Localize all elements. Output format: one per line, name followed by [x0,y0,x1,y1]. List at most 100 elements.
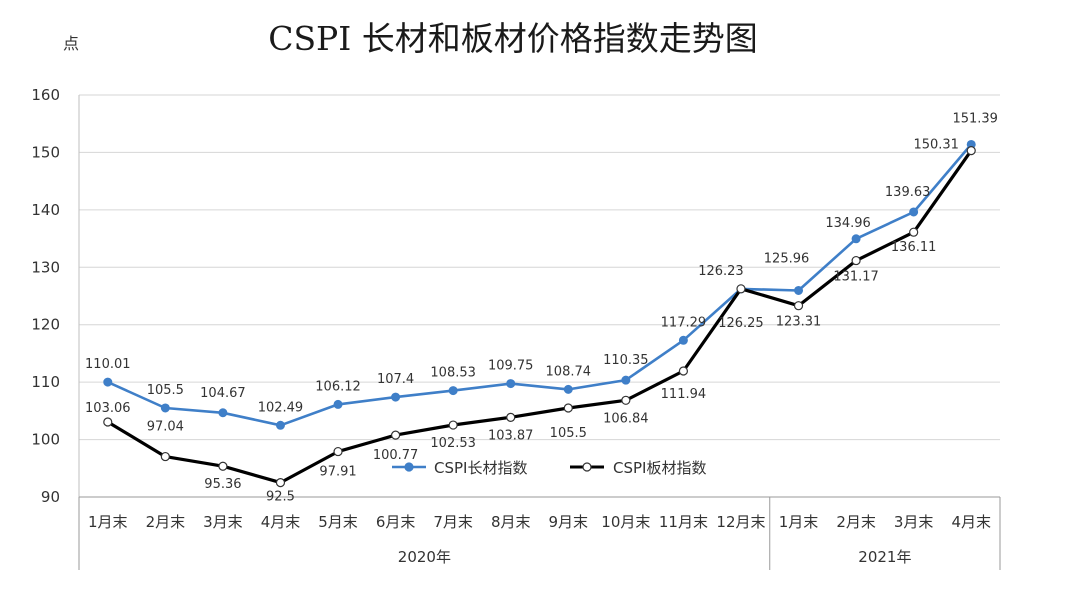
legend-label: CSPI长材指数 [434,459,527,477]
series-line-1 [106,149,973,485]
series-point-0 [678,335,688,345]
data-label: 150.31 [913,138,959,153]
x-tick-label: 2月末 [146,513,186,531]
data-label: 106.84 [603,411,649,426]
series-point-1 [160,451,170,462]
x-tick-label: 1月末 [88,513,128,531]
series-point-1 [506,412,516,422]
x-tick-label: 11月末 [659,513,708,531]
series-line-0 [107,143,973,427]
series-point-1 [390,430,401,440]
x-tick-label: 3月末 [203,513,243,531]
y-tick-label: 110 [31,373,60,391]
x-tick-label: 4月末 [951,513,991,531]
data-label: 103.06 [85,401,131,416]
chart-title: CSPI 长材和板材价格指数走势图 [268,19,758,58]
data-label: 151.39 [952,111,998,126]
data-label: 110.01 [85,357,131,372]
x-tick-label: 4月末 [261,513,301,531]
y-tick-label: 150 [31,143,60,161]
y-tick-label: 140 [31,201,60,219]
year-group-label: 2021年 [858,548,911,566]
data-label: 105.5 [550,426,587,441]
y-tick-label: 100 [31,431,60,449]
y-tick-label: 120 [31,316,60,334]
data-label: 97.91 [319,465,356,480]
series-point-0 [160,403,170,413]
y-axis-unit-label: 点 [63,34,79,53]
series-point-0 [909,207,919,217]
data-label: 102.53 [430,436,476,451]
data-label: 92.5 [266,490,295,505]
gridlines [79,94,1000,441]
data-label: 111.94 [661,387,707,402]
x-tick-label: 5月末 [318,513,358,531]
year-group-label: 2020年 [398,548,451,566]
x-tick-label: 12月末 [716,513,765,531]
series-point-0 [275,420,285,430]
x-tick-label: 7月末 [433,513,473,531]
legend-marker-0 [404,462,414,472]
data-label: 108.53 [430,366,476,381]
series-point-1 [736,284,746,294]
legend-marker-1 [582,462,592,472]
series-point-1 [218,461,228,471]
x-tick-label: 3月末 [894,513,934,531]
data-label: 105.5 [147,383,184,398]
x-tick-label: 6月末 [376,513,416,531]
data-label: 103.87 [488,428,534,443]
data-label: 136.11 [891,240,937,255]
series-point-0 [218,408,228,418]
data-label: 134.96 [825,216,871,231]
data-labels: 110.01 105.5 104.67 102.49 106.12 107.4 108.53… [85,111,998,504]
year-group-labels: 2020年 2021年 [398,548,912,566]
series-point-0 [391,392,401,402]
series-point-1 [678,366,689,376]
series-point-1 [909,227,919,237]
data-label: 107.4 [377,372,414,387]
data-label: 126.23 [698,264,744,279]
data-label: 108.74 [546,364,592,379]
x-tick-label: 8月末 [491,513,531,531]
data-label: 117.29 [661,315,707,330]
series-point-1 [851,255,861,266]
y-tick-label: 130 [31,258,60,276]
data-label: 102.49 [258,400,304,415]
series-point-0 [448,386,458,396]
series-group [103,139,976,488]
data-label: 97.04 [147,420,184,435]
series-point-0 [103,377,113,387]
series-point-1 [621,395,631,405]
data-label: 106.12 [315,379,361,394]
data-label: 131.17 [833,270,879,285]
data-label: 125.96 [764,251,810,266]
x-tick-label: 9月末 [549,513,589,531]
y-tick-label: 90 [41,488,60,506]
x-tick-label: 2月末 [836,513,876,531]
x-tick-label: 1月末 [779,513,819,531]
series-point-1 [448,420,458,430]
series-point-1 [563,403,573,413]
series-point-1 [103,417,113,427]
y-tick-labels: 90 100 110 120 130 140 150 160 [31,86,60,506]
data-label: 139.63 [885,185,931,200]
series-point-1 [275,478,286,488]
legend-label: CSPI板材指数 [613,459,706,477]
data-label: 110.35 [603,353,649,368]
series-point-0 [333,399,343,409]
series-point-0 [851,234,861,244]
axes [78,95,1001,570]
series-point-0 [794,285,804,295]
data-label: 100.77 [373,448,419,463]
data-label: 123.31 [776,315,822,330]
series-point-0 [621,375,631,385]
series-point-0 [506,379,516,389]
series-point-1 [793,301,804,311]
series-point-0 [563,384,573,394]
data-label: 104.67 [200,386,246,401]
y-tick-label: 160 [31,86,60,104]
legend: CSPI长材指数 CSPI板材指数 [392,459,706,477]
data-label: 109.75 [488,359,534,374]
series-point-1 [333,446,343,457]
